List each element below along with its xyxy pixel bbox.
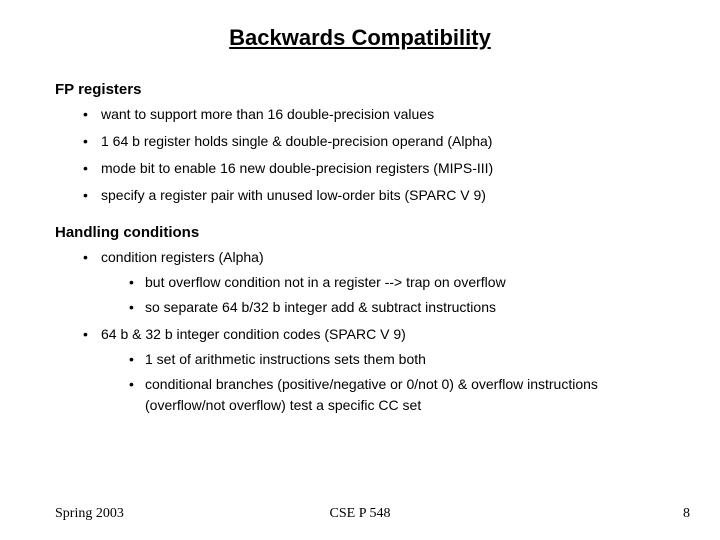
bullet-list: want to support more than 16 double-prec…	[55, 104, 665, 206]
footer-left: Spring 2003	[55, 506, 124, 522]
bullet-item: 64 b & 32 b integer condition codes (SPA…	[83, 324, 665, 416]
bullet-text: condition registers (Alpha)	[101, 249, 264, 265]
footer-center: CSE P 548	[330, 506, 391, 522]
bullet-item: condition registers (Alpha) but overflow…	[83, 247, 665, 318]
footer-right: 8	[683, 506, 690, 522]
sub-bullet-item: conditional branches (positive/negative …	[129, 374, 665, 416]
bullet-item: want to support more than 16 double-prec…	[83, 104, 665, 125]
sub-bullet-list: 1 set of arithmetic instructions sets th…	[101, 349, 665, 416]
sub-bullet-item: 1 set of arithmetic instructions sets th…	[129, 349, 665, 370]
sub-bullet-item: but overflow condition not in a register…	[129, 272, 665, 293]
bullet-text: 64 b & 32 b integer condition codes (SPA…	[101, 326, 406, 342]
bullet-item: specify a register pair with unused low-…	[83, 185, 665, 206]
bullet-item: 1 64 b register holds single & double-pr…	[83, 131, 665, 152]
section-heading: Handling conditions	[55, 224, 665, 241]
slide-footer: Spring 2003 CSE P 548 8	[0, 506, 720, 522]
slide-title: Backwards Compatibility	[55, 25, 665, 51]
bullet-item: mode bit to enable 16 new double-precisi…	[83, 158, 665, 179]
sub-bullet-list: but overflow condition not in a register…	[101, 272, 665, 318]
sub-bullet-item: so separate 64 b/32 b integer add & subt…	[129, 297, 665, 318]
bullet-list: condition registers (Alpha) but overflow…	[55, 247, 665, 416]
section-heading: FP registers	[55, 81, 665, 98]
